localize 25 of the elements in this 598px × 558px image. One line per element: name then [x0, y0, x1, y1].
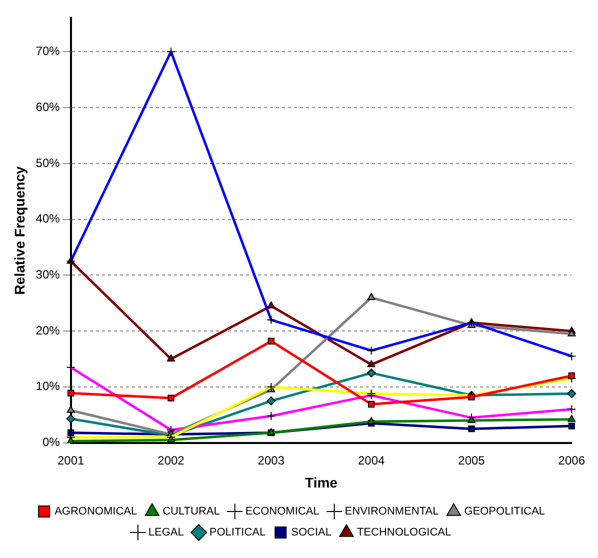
- x-tick-label: 2004: [358, 453, 385, 468]
- x-tick-label: 2003: [258, 453, 285, 468]
- x-tick-label: 2001: [57, 453, 84, 468]
- x-axis-title: Time: [305, 474, 338, 490]
- legend-label: POLITICAL: [209, 526, 266, 539]
- x-tick-label: 2005: [458, 453, 486, 468]
- legend-label: GEOPOLITICAL: [464, 506, 545, 518]
- legend-label: ECONOMICAL: [245, 506, 320, 518]
- legend-label: SOCIAL: [291, 526, 332, 539]
- y-axis-title: Relative Frequency: [11, 166, 28, 295]
- y-tick-label: 70%: [36, 44, 60, 58]
- y-tick-label: 40%: [36, 212, 60, 226]
- y-tick-label: 20%: [36, 323, 60, 338]
- y-tick-label: 60%: [36, 100, 60, 114]
- legend-label: LEGAL: [148, 526, 184, 539]
- legend-label: TECHNOLOGICAL: [356, 526, 452, 539]
- legend-label: ENVIRONMENTAL: [344, 506, 439, 518]
- y-tick-label: 50%: [36, 156, 60, 170]
- x-tick-label: 2006: [558, 453, 586, 468]
- x-tick-label: 2002: [158, 453, 185, 468]
- legend-label: AGRONOMICAL: [54, 506, 138, 518]
- legend-label: CULTURAL: [162, 506, 220, 518]
- y-tick-label: 0%: [42, 435, 60, 450]
- y-tick-label: 10%: [36, 379, 60, 394]
- y-tick-label: 30%: [36, 268, 60, 282]
